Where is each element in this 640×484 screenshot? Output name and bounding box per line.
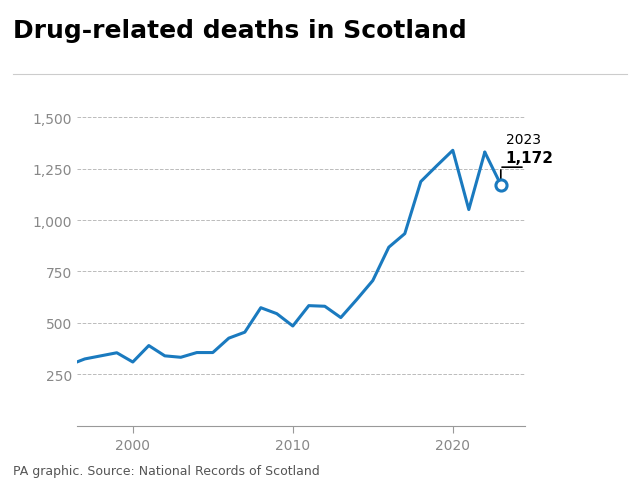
Text: Drug-related deaths in Scotland: Drug-related deaths in Scotland <box>13 19 467 43</box>
Text: PA graphic. Source: National Records of Scotland: PA graphic. Source: National Records of … <box>13 464 319 477</box>
Text: 2023: 2023 <box>506 132 541 146</box>
Text: 1,172: 1,172 <box>506 151 554 166</box>
